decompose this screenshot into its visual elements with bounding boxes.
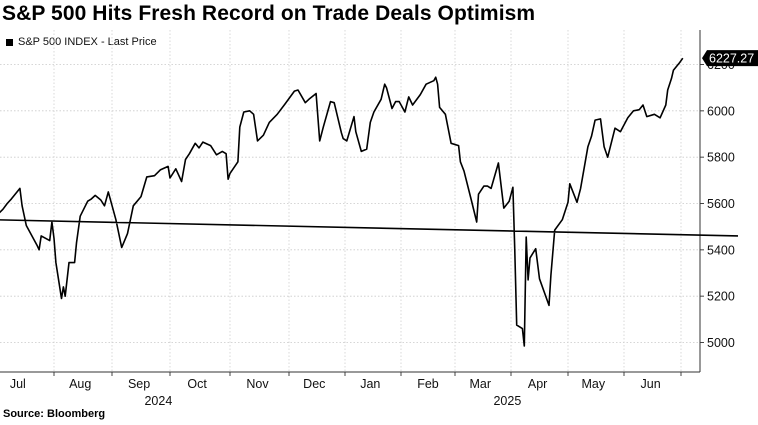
y-tick-label: 5200 xyxy=(707,290,735,304)
y-tick-label: 5400 xyxy=(707,243,735,257)
series-line xyxy=(0,57,739,347)
legend-swatch xyxy=(6,38,13,46)
x-tick-label: Mar xyxy=(470,377,492,391)
x-tick-label: Oct xyxy=(187,377,207,391)
y-tick-label: 6000 xyxy=(707,104,735,118)
y-tick-label: 5600 xyxy=(707,197,735,211)
legend-label: S&P 500 INDEX - Last Price xyxy=(18,36,157,48)
axis-labels: 5000520054005600580060006200JulAugSepOct… xyxy=(10,50,758,408)
series-layer xyxy=(0,57,739,347)
legend: S&P 500 INDEX - Last Price xyxy=(6,36,157,48)
x-tick-label: Jun xyxy=(641,377,661,391)
x-tick-label: Jul xyxy=(10,377,26,391)
chart-title: S&P 500 Hits Fresh Record on Trade Deals… xyxy=(2,2,536,25)
x-tick-label: Aug xyxy=(69,377,91,391)
source-note: Source: Bloomberg xyxy=(3,408,106,420)
x-tick-label: Sep xyxy=(128,377,150,391)
axes xyxy=(0,30,704,376)
gridlines xyxy=(0,30,700,372)
x-tick-label: May xyxy=(581,377,605,391)
y-tick-label: 5000 xyxy=(707,336,735,350)
x-tick-label: Nov xyxy=(246,377,269,391)
x-year-label: 2025 xyxy=(493,394,521,408)
x-tick-label: Feb xyxy=(417,377,439,391)
x-year-label: 2024 xyxy=(144,394,172,408)
x-tick-label: Apr xyxy=(528,377,547,391)
x-tick-label: Dec xyxy=(303,377,325,391)
last-price-tag xyxy=(702,50,758,67)
last-price-label: 6227.27 xyxy=(709,52,754,66)
y-tick-label: 5800 xyxy=(707,151,735,165)
x-tick-label: Jan xyxy=(360,377,380,391)
